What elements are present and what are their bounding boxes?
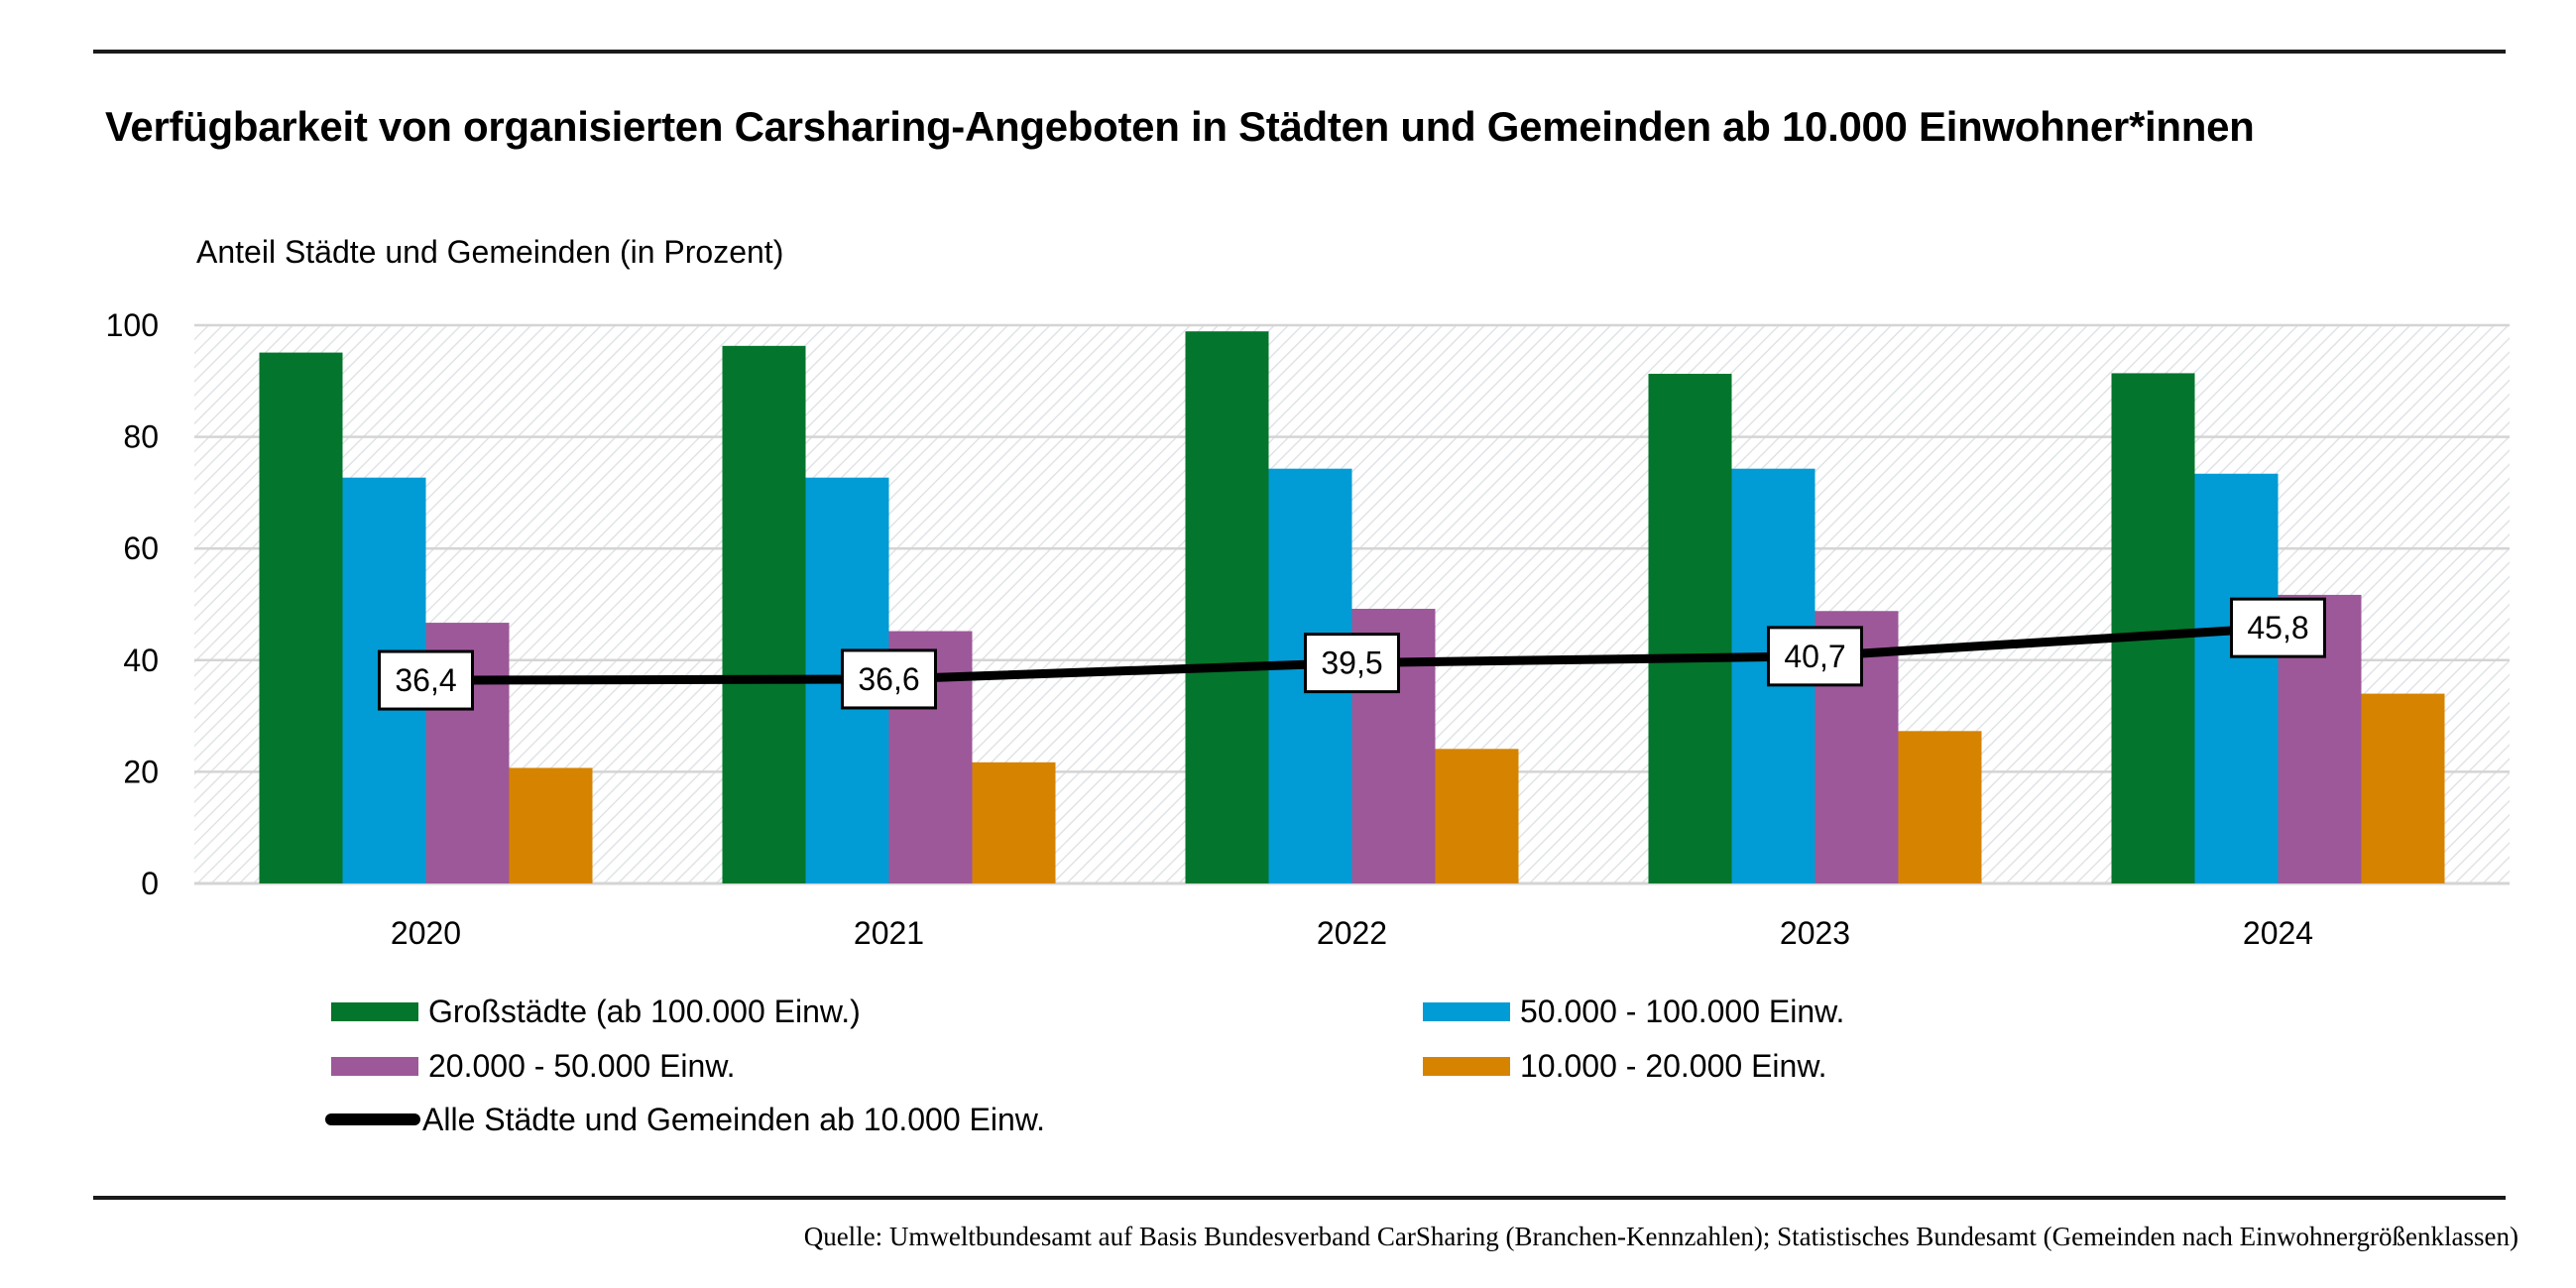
bar-2023-series-0 [1648, 373, 1732, 884]
x-tick-label: 2020 [391, 915, 461, 951]
data-label-text: 45,8 [2247, 610, 2308, 645]
bar-2020-series-0 [259, 352, 343, 883]
legend-swatch-20k-50k [331, 1056, 418, 1076]
legend-item-grossstaedte: Großstädte (ab 100.000 Einw.) [331, 992, 861, 1031]
x-tick-label: 2021 [854, 915, 924, 951]
legend-item-total: Alle Städte und Gemeinden ab 10.000 Einw… [325, 1100, 1045, 1139]
data-label-box [1304, 633, 1400, 694]
chart-title: Verfügbarkeit von organisierten Carshari… [105, 103, 2255, 150]
bar-2024-series-0 [2111, 373, 2195, 884]
bar-2024-series-3 [2361, 693, 2445, 883]
data-label-2020: 36,4 [378, 649, 474, 711]
bar-2021-series-0 [722, 345, 806, 883]
legend-item-20k-50k: 20.000 - 50.000 Einw. [331, 1046, 736, 1086]
legend-item-50k-100k: 50.000 - 100.000 Einw. [1423, 992, 1844, 1031]
data-label-2021: 36,6 [841, 648, 937, 710]
data-label-text: 36,4 [395, 662, 456, 698]
data-label-2024: 45,8 [2230, 597, 2326, 658]
data-labels: 36,4 36,6 39,5 40,7 45,8 [378, 597, 2326, 711]
y-tick-label: 60 [123, 530, 159, 566]
bar-2022-series-3 [1435, 749, 1519, 883]
bar-2021-series-3 [972, 761, 1056, 883]
legend-label: 20.000 - 50.000 Einw. [428, 1047, 736, 1084]
bar-2020-series-3 [509, 767, 593, 883]
legend-label: Großstädte (ab 100.000 Einw.) [428, 993, 861, 1029]
bar-2023-series-3 [1898, 731, 1982, 883]
x-axis: 2020 2021 2022 2023 2024 [391, 915, 2313, 951]
bottom-rule [93, 1196, 2506, 1200]
bar-2022-series-0 [1185, 331, 1269, 883]
source-note: Quelle: Umweltbundesamt auf Basis Bundes… [803, 1222, 2518, 1251]
data-label-box [841, 648, 937, 710]
top-rule [93, 50, 2506, 54]
y-tick-label: 100 [106, 307, 159, 343]
legend-swatch-50k-100k [1423, 1001, 1510, 1021]
y-axis-label: Anteil Städte und Gemeinden (in Prozent) [196, 234, 784, 270]
y-tick-label: 80 [123, 419, 159, 455]
y-tick-label: 40 [123, 643, 159, 678]
y-axis-ticks: 0 20 40 60 80 100 [106, 307, 159, 901]
data-label-text: 36,6 [858, 661, 919, 697]
legend-swatch-10k-20k [1423, 1056, 1510, 1076]
data-label-text: 39,5 [1321, 645, 1382, 681]
data-label-2022: 39,5 [1304, 633, 1400, 694]
data-label-box [1767, 626, 1863, 687]
legend-swatch-grossstaedte [331, 1001, 418, 1021]
y-tick-label: 20 [123, 754, 159, 789]
data-label-box [378, 649, 474, 711]
x-tick-label: 2022 [1317, 915, 1387, 951]
data-label-box [2230, 597, 2326, 658]
data-label-2023: 40,7 [1767, 626, 1863, 687]
x-tick-label: 2023 [1780, 915, 1850, 951]
bar-2024-series-1 [2194, 473, 2279, 883]
legend-label: 50.000 - 100.000 Einw. [1520, 993, 1845, 1029]
data-label-text: 40,7 [1784, 639, 1845, 674]
x-tick-label: 2024 [2243, 915, 2313, 951]
legend-item-10k-20k: 10.000 - 20.000 Einw. [1423, 1046, 1827, 1086]
legend-label: 10.000 - 20.000 Einw. [1520, 1047, 1827, 1084]
legend-line-total [325, 1113, 420, 1125]
legend-label: Alle Städte und Gemeinden ab 10.000 Einw… [422, 1101, 1045, 1137]
y-tick-label: 0 [141, 866, 159, 901]
